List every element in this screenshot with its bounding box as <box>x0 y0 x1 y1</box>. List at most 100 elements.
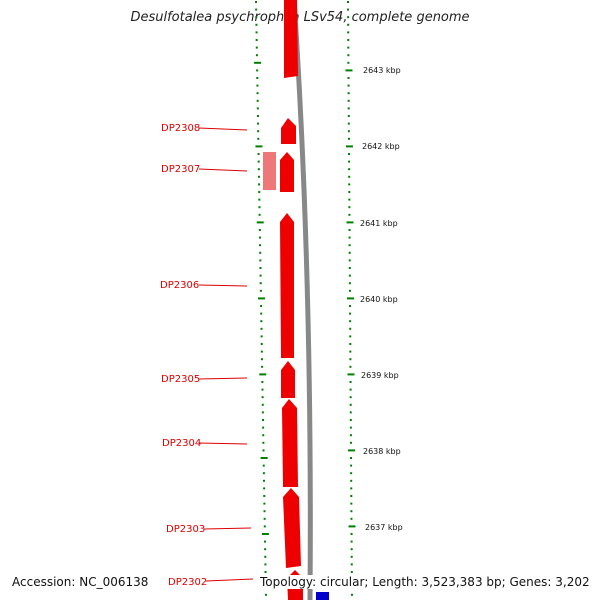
minor-tick <box>261 381 264 383</box>
gene-label-dp2305[interactable]: DP2305 <box>161 374 200 385</box>
right-tick-track <box>345 1 356 596</box>
minor-tick <box>256 69 259 72</box>
minor-tick <box>264 540 267 543</box>
gene-label-dp2303[interactable]: DP2303 <box>166 524 205 535</box>
gene-label-dp2302[interactable]: DP2302 <box>168 577 207 588</box>
minor-tick <box>347 61 350 64</box>
gene-label-dp2306[interactable]: DP2306 <box>160 280 199 291</box>
minor-tick <box>262 426 265 429</box>
scale-labels: 2643 kbp 2642 kbp 2641 kbp 2640 kbp 2639… <box>360 66 403 532</box>
gene-feature-top[interactable] <box>284 0 298 78</box>
minor-tick <box>259 244 262 247</box>
minor-tick <box>255 1 258 3</box>
major-tick <box>254 61 262 64</box>
minor-tick <box>348 267 351 269</box>
minor-tick <box>262 472 265 475</box>
gene-features <box>263 0 329 600</box>
minor-tick <box>348 206 351 209</box>
minor-tick <box>260 358 263 361</box>
minor-tick <box>350 571 353 573</box>
minor-tick <box>349 381 352 383</box>
minor-tick <box>347 115 350 117</box>
minor-tick <box>349 396 352 399</box>
minor-tick <box>347 31 350 34</box>
minor-tick <box>255 39 258 41</box>
minor-tick <box>255 16 258 19</box>
minor-tick <box>255 31 258 34</box>
gene-feature-dp2307-pale[interactable] <box>263 152 276 190</box>
minor-tick <box>258 213 261 216</box>
minor-tick <box>257 122 260 125</box>
minor-tick <box>260 320 263 323</box>
minor-tick <box>347 137 350 140</box>
minor-tick <box>257 160 260 163</box>
minor-tick <box>347 107 350 110</box>
gene-feature-dp2305[interactable] <box>281 361 295 398</box>
minor-tick <box>258 198 261 201</box>
minor-tick <box>256 107 259 110</box>
minor-tick <box>259 259 262 262</box>
minor-tick <box>347 77 350 79</box>
minor-tick <box>257 130 260 133</box>
minor-tick <box>257 175 260 178</box>
minor-tick <box>263 502 266 505</box>
gene-label-dp2308[interactable]: DP2308 <box>161 123 200 134</box>
major-tick <box>260 457 268 459</box>
minor-tick <box>261 365 264 368</box>
minor-tick <box>259 282 262 285</box>
minor-tick <box>260 305 263 307</box>
minor-tick <box>350 472 353 475</box>
minor-tick <box>350 457 353 459</box>
minor-tick <box>263 487 266 490</box>
minor-tick <box>347 130 350 133</box>
gene-label-dp2307[interactable]: DP2307 <box>161 164 200 175</box>
minor-tick <box>255 54 258 57</box>
minor-tick <box>257 168 260 171</box>
gene-label-dp2304[interactable]: DP2304 <box>162 438 201 449</box>
minor-tick <box>264 571 267 573</box>
minor-tick <box>350 593 353 596</box>
gene-feature-dp2307[interactable] <box>280 152 294 192</box>
gene-feature-dp2306[interactable] <box>280 213 294 358</box>
minor-tick <box>258 236 261 239</box>
minor-tick <box>349 403 352 406</box>
gene-labels: DP2308 DP2307 DP2306 DP2305 DP2304 DP230… <box>160 123 207 588</box>
minor-tick <box>264 593 267 596</box>
minor-tick <box>350 495 353 497</box>
minor-tick <box>349 411 352 414</box>
scale-label-2643: 2643 kbp <box>363 66 401 75</box>
gene-feature-dp2308[interactable] <box>281 118 296 144</box>
minor-tick <box>259 289 262 292</box>
major-tick <box>348 449 356 452</box>
minor-tick <box>264 548 267 551</box>
minor-tick <box>256 115 259 117</box>
minor-tick <box>350 479 353 482</box>
minor-tick <box>257 137 260 140</box>
minor-tick <box>348 183 351 186</box>
gene-feature-other-strand[interactable] <box>316 592 329 600</box>
minor-tick <box>350 540 353 543</box>
major-tick <box>348 525 356 528</box>
major-tick <box>261 533 269 535</box>
minor-tick <box>348 236 351 239</box>
minor-tick <box>347 99 350 102</box>
minor-tick <box>349 434 352 437</box>
minor-tick <box>347 84 350 87</box>
minor-tick <box>350 563 353 566</box>
topology-text: Topology: circular; Length: 3,523,383 bp… <box>258 575 592 589</box>
minor-tick <box>256 84 259 87</box>
scale-label-2642: 2642 kbp <box>362 142 400 151</box>
gene-feature-dp2303[interactable] <box>283 488 301 568</box>
scale-label-2639: 2639 kbp <box>361 371 399 380</box>
major-tick <box>256 221 264 224</box>
gene-feature-dp2304[interactable] <box>282 399 298 487</box>
minor-tick <box>263 495 266 497</box>
left-tick-track <box>254 1 269 596</box>
minor-tick <box>256 77 259 79</box>
gene-label-leaders <box>198 127 254 582</box>
major-tick <box>345 69 353 72</box>
minor-tick <box>349 312 352 315</box>
minor-tick <box>261 403 264 406</box>
minor-tick <box>347 16 350 19</box>
